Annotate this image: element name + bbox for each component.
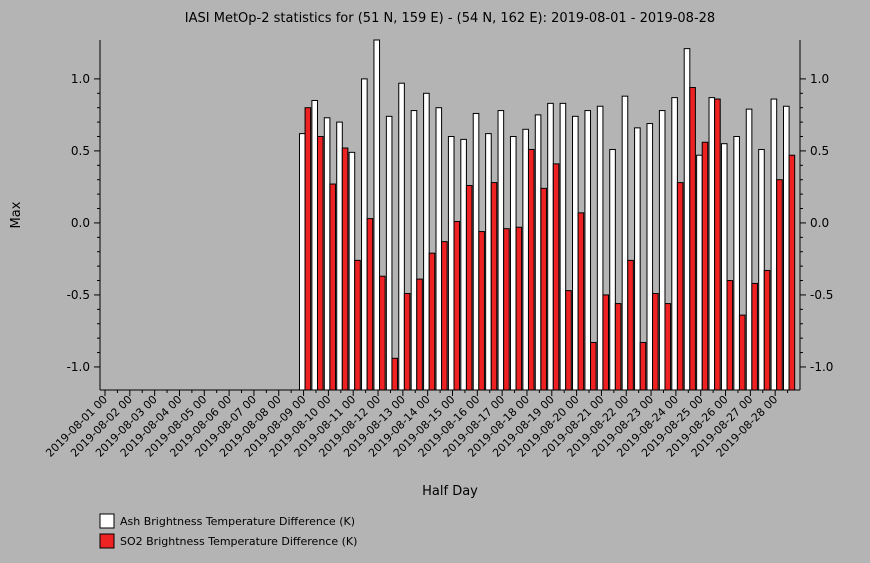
bar [311, 99, 318, 391]
legend-label: Ash Brightness Temperature Difference (K… [120, 515, 355, 528]
bar [696, 154, 703, 391]
bar [435, 107, 443, 391]
bar [602, 294, 610, 391]
bar [572, 115, 579, 391]
bar [689, 87, 696, 391]
bar [614, 303, 622, 391]
bar [366, 218, 374, 391]
y2-tick-label: 0.5 [810, 144, 829, 158]
bar [403, 292, 411, 391]
bar [714, 98, 721, 391]
bar [726, 280, 734, 391]
bar [584, 110, 592, 391]
bar [515, 226, 523, 391]
bar [639, 341, 647, 391]
y-axis-label: Max [9, 201, 24, 228]
bar [453, 220, 461, 391]
bar [770, 98, 778, 391]
bar [398, 82, 405, 391]
bar [547, 102, 554, 391]
y2-tick-label: -1.0 [810, 360, 833, 374]
bar [701, 141, 709, 391]
y-tick-label: 0.0 [71, 216, 90, 230]
chart-title: IASI MetOp-2 statistics for (51 N, 159 E… [185, 11, 715, 26]
bar [745, 108, 753, 391]
bar [596, 105, 604, 391]
bar [428, 252, 436, 391]
bar [391, 357, 399, 391]
bar [522, 128, 529, 391]
y2-tick-label: 1.0 [810, 72, 829, 86]
y-tick-label: -0.5 [67, 288, 90, 302]
bar [733, 136, 740, 391]
bar [738, 314, 746, 391]
bar [652, 292, 659, 391]
y-tick-label: -1.0 [67, 360, 90, 374]
bar [658, 110, 666, 391]
x-axis-label: Half Day [422, 484, 478, 499]
bar [379, 275, 386, 391]
bar [559, 102, 567, 391]
bar [671, 97, 678, 391]
bar [460, 138, 467, 391]
bar [527, 148, 535, 391]
bar [634, 127, 641, 391]
bar [763, 269, 771, 391]
y-tick-label: 0.5 [71, 144, 90, 158]
bar [683, 48, 691, 391]
bar [565, 290, 572, 391]
bar [664, 303, 672, 391]
legend-swatch [99, 533, 115, 549]
bar [627, 259, 634, 391]
bar [385, 115, 393, 391]
bar [621, 95, 629, 391]
bar [485, 133, 492, 391]
bar [503, 228, 510, 391]
bar [329, 183, 336, 391]
bar [465, 184, 473, 391]
bar [540, 187, 547, 391]
bar [577, 212, 585, 391]
bar [590, 341, 597, 391]
bar [472, 112, 480, 391]
bar [416, 278, 423, 391]
bar [776, 179, 783, 391]
bar [646, 123, 654, 391]
y2-tick-label: -0.5 [810, 288, 833, 302]
legend-label: SO2 Brightness Temperature Difference (K… [120, 535, 357, 548]
bar [354, 259, 361, 391]
bar [490, 182, 498, 391]
bar [708, 97, 716, 391]
bar [447, 136, 455, 391]
bar [609, 148, 616, 391]
legend-swatch [99, 513, 115, 529]
bar [478, 231, 485, 391]
bar [373, 39, 381, 391]
bar [720, 143, 728, 391]
bar [676, 182, 684, 391]
bar [783, 105, 790, 391]
bar [298, 133, 306, 391]
bar [509, 136, 517, 391]
bar [316, 136, 324, 391]
bar [304, 107, 312, 391]
bar [552, 163, 560, 391]
bar [323, 117, 331, 391]
y-tick-label: 1.0 [71, 72, 90, 86]
bar [341, 147, 349, 391]
bar [348, 151, 356, 391]
bar [423, 92, 430, 391]
bar [751, 282, 758, 391]
bar [788, 154, 796, 391]
bar [534, 114, 542, 391]
bar [361, 78, 368, 391]
bar [410, 110, 418, 391]
bar [758, 148, 765, 391]
bar [497, 110, 505, 391]
bar [441, 241, 448, 391]
y2-tick-label: 0.0 [810, 216, 829, 230]
bar [336, 121, 343, 391]
